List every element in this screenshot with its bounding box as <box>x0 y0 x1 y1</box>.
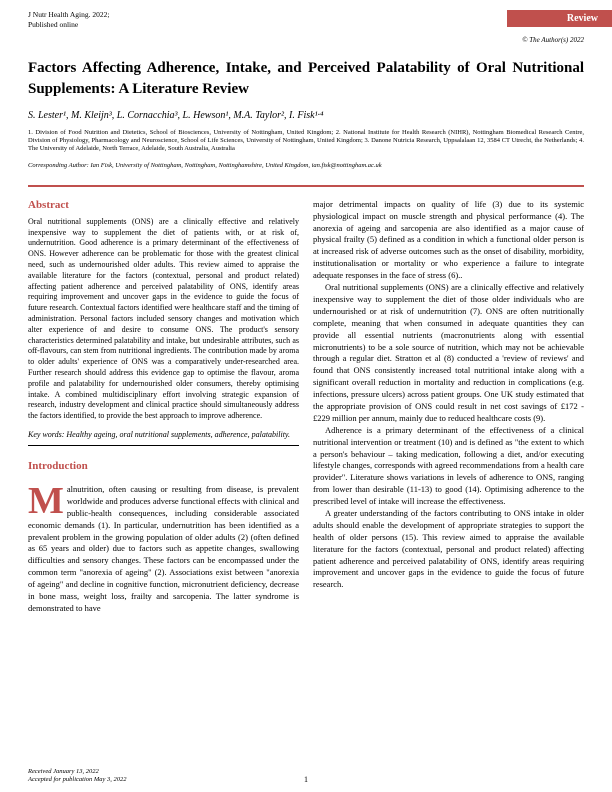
right-column: major detrimental impacts on quality of … <box>313 199 584 615</box>
left-column: Abstract Oral nutritional supplements (O… <box>28 199 299 615</box>
journal-info: J Nutr Health Aging. 2022; Published onl… <box>28 10 109 30</box>
corresponding-author: Corresponding Author: Ian Fisk, Universi… <box>0 162 612 185</box>
dropcap: M <box>28 484 67 516</box>
thin-divider <box>28 445 299 446</box>
intro-paragraph-1: Malnutrition, often causing or resulting… <box>28 484 299 615</box>
journal-status: Published online <box>28 20 109 30</box>
body-paragraph: A greater understanding of the factors c… <box>313 508 584 591</box>
introduction-heading: Introduction <box>28 460 299 472</box>
intro-text: alnutrition, often causing or resulting … <box>28 484 299 613</box>
journal-name: J Nutr Health Aging. 2022; <box>28 10 109 20</box>
body-paragraph: major detrimental impacts on quality of … <box>313 199 584 282</box>
review-badge: Review <box>507 10 612 27</box>
affiliations: 1. Division of Food Nutrition and Dietet… <box>0 129 612 162</box>
body-paragraph: Adherence is a primary determinant of th… <box>313 425 584 508</box>
section-divider <box>28 185 584 187</box>
article-title: Factors Affecting Adherence, Intake, and… <box>0 58 612 110</box>
copyright: © The Author(s) 2022 <box>0 36 612 58</box>
abstract-body: Oral nutritional supplements (ONS) are a… <box>28 217 299 422</box>
abstract-heading: Abstract <box>28 199 299 211</box>
page-number: 1 <box>304 775 308 784</box>
authors: S. Lester¹, M. Kleijn³, L. Cornacchia³, … <box>0 110 612 129</box>
keywords: Key words: Healthy ageing, oral nutritio… <box>28 430 299 439</box>
body-paragraph: Oral nutritional supplements (ONS) are a… <box>313 282 584 425</box>
